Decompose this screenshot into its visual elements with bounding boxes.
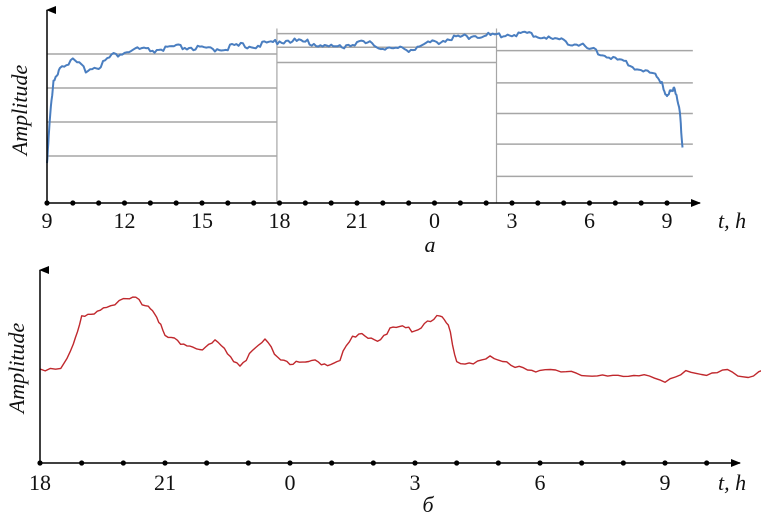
tick-dot	[612, 200, 618, 206]
panel-label: б	[422, 492, 434, 516]
tick-dot	[620, 460, 626, 466]
tick-dot	[147, 200, 153, 206]
tick-dot	[251, 200, 257, 206]
tick-dot	[380, 200, 386, 206]
x-tick-label: 21	[154, 470, 176, 495]
tick-dot	[121, 200, 128, 206]
tick-dot	[287, 460, 293, 466]
tick-dot	[354, 200, 360, 206]
tick-dot	[454, 460, 460, 466]
tick-dot	[276, 200, 283, 206]
segment-dividers	[276, 28, 498, 203]
tick-dot	[328, 200, 334, 206]
tick-dots	[37, 460, 710, 466]
tick-dot	[199, 200, 205, 206]
reference-lines	[47, 32, 693, 178]
tick-dot	[302, 200, 308, 206]
x-tick-label: 9	[660, 470, 671, 495]
tick-dots	[44, 200, 670, 206]
x-tick-label: 3	[507, 208, 518, 233]
tick-dot	[329, 460, 335, 466]
x-tick-label: 18	[29, 470, 51, 495]
x-tick-label: 18	[269, 208, 291, 233]
tick-dot	[44, 200, 50, 206]
tick-dot	[79, 460, 85, 466]
tick-dot	[535, 200, 541, 206]
x-axis-label: t, h	[718, 208, 746, 233]
x-tick-label: 21	[346, 208, 368, 233]
x-tick-label: 6	[535, 470, 546, 495]
tick-dot	[579, 460, 585, 466]
x-tick-label: 6	[584, 208, 595, 233]
chart-panel-b: 18 21 0 3 6 9 Amplitude t, h б	[4, 266, 761, 516]
x-tick-label: 12	[114, 208, 136, 233]
tick-dot	[483, 200, 489, 206]
tick-dot	[662, 460, 668, 466]
x-tick-labels: 9 12 15 18 21 0 3 6 9	[42, 208, 673, 233]
tick-dot	[70, 200, 76, 206]
x-tick-labels: 18 21 0 3 6 9	[29, 470, 671, 495]
x-tick-label: 9	[42, 208, 53, 233]
tick-dot	[638, 200, 644, 206]
tick-dot	[204, 460, 210, 466]
tick-dot	[495, 460, 501, 466]
panel-label: а	[425, 232, 436, 257]
x-tick-label: 0	[285, 470, 296, 495]
tick-dot	[120, 460, 126, 466]
y-axis-label: Amplitude	[7, 65, 32, 158]
tick-dot	[664, 200, 670, 206]
tick-dot	[225, 200, 231, 206]
tick-dot	[37, 460, 43, 466]
tick-dot	[537, 460, 543, 466]
tick-dot	[406, 200, 412, 206]
tick-dot	[561, 200, 567, 206]
amplitude-line	[46, 30, 684, 164]
tick-dot	[457, 200, 463, 206]
x-tick-label: 9	[662, 208, 673, 233]
tick-dot	[96, 200, 102, 206]
tick-dot	[162, 460, 168, 466]
tick-dot	[509, 200, 515, 206]
amplitude-line	[39, 296, 761, 383]
tick-dot	[431, 200, 438, 206]
tick-dot	[245, 460, 251, 466]
tick-dot	[704, 460, 710, 466]
x-axis-label: t, h	[718, 470, 746, 495]
y-axis-label: Amplitude	[4, 323, 29, 416]
tick-dot	[586, 200, 593, 206]
chart-panel-a: 9 12 15 18 21 0 3 6 9 Amplitude t, h а	[7, 6, 746, 257]
x-tick-label: 15	[191, 208, 213, 233]
tick-dot	[370, 460, 376, 466]
tick-dot	[412, 460, 418, 466]
tick-dot	[173, 200, 179, 206]
x-tick-label: 3	[410, 470, 421, 495]
x-tick-label: 0	[429, 208, 440, 233]
